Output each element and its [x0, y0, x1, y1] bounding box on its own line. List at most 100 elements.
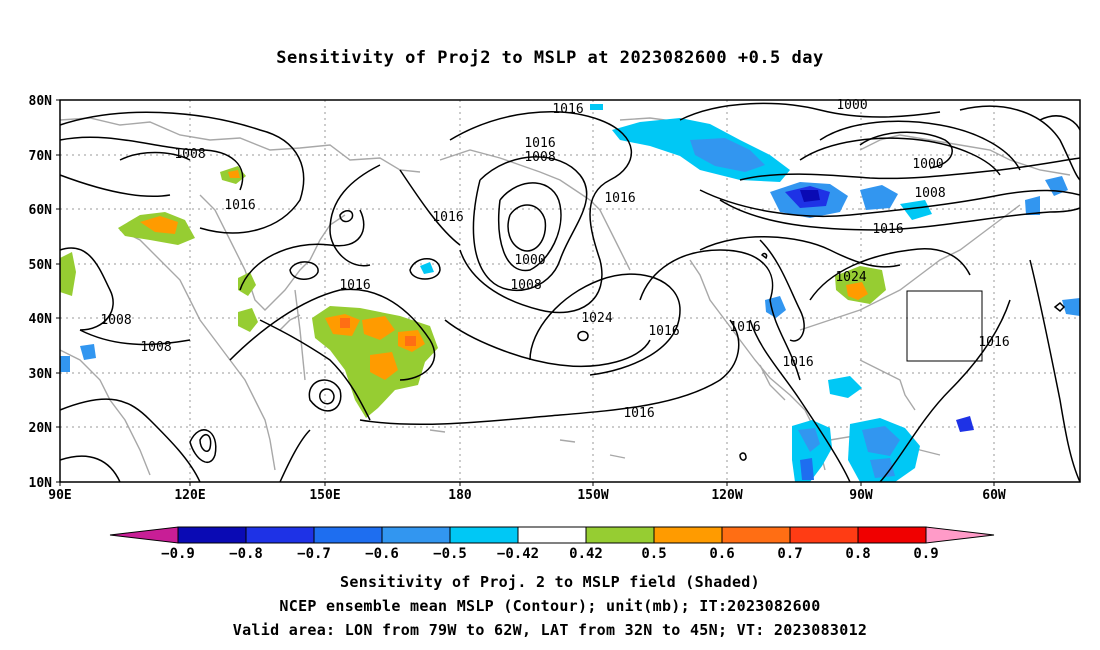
lat-label: 30N	[29, 367, 53, 382]
colorbar-label: 0.5	[641, 546, 666, 562]
lat-label: 10N	[29, 476, 53, 491]
colorbar-swatch	[449, 526, 519, 544]
negative-region	[828, 376, 862, 398]
positive-region	[60, 252, 76, 296]
contour-labels: 1016 1000 1016 1008 1008 1016 1016 1016 …	[100, 98, 1009, 421]
colorbar-label: −0.5	[433, 546, 467, 562]
contour-label: 1016	[432, 210, 463, 225]
colorbar-label: 0.42	[569, 546, 603, 562]
colorbar-swatch	[721, 526, 791, 544]
lon-label: 180	[448, 488, 472, 503]
positive-region	[238, 308, 258, 332]
contour-label: 1008	[914, 186, 945, 201]
lon-label: 90W	[849, 488, 873, 503]
contour-label: 1008	[524, 150, 555, 165]
negative-region	[800, 190, 820, 202]
contour-label: 1024	[581, 311, 612, 326]
lon-label: 150E	[309, 488, 340, 503]
negative-region	[860, 185, 898, 210]
colorbar-swatch	[585, 526, 655, 544]
negative-region	[798, 428, 820, 452]
lat-label: 70N	[29, 149, 53, 164]
positive-region	[228, 170, 240, 178]
colorbar-label: −0.7	[297, 546, 331, 562]
contour-label: 1008	[510, 278, 541, 293]
contour-label: 1000	[836, 98, 867, 113]
contour-label: 1016	[604, 191, 635, 206]
colorbar-swatch	[381, 526, 451, 544]
positive-region	[140, 216, 178, 234]
lat-label: 40N	[29, 312, 53, 327]
negative-region	[956, 416, 974, 432]
colorbar-swatch	[177, 526, 247, 544]
latitude-labels: 80N 70N 60N 50N 40N 30N 20N 10N	[29, 94, 53, 491]
positive-region	[370, 352, 398, 380]
contour-label: 1008	[100, 313, 131, 328]
caption-line-2: NCEP ensemble mean MSLP (Contour); unit(…	[279, 597, 821, 615]
negative-region	[60, 356, 70, 372]
negative-region	[870, 458, 895, 478]
colorbar: −0.9 −0.8 −0.7 −0.6 −0.5 −0.42 0.42 0.5 0.6 0.7 0.…	[109, 526, 995, 562]
positive-region	[340, 318, 350, 328]
colorbar-label: 0.7	[777, 546, 802, 562]
negative-region	[590, 104, 603, 110]
negative-region	[80, 344, 96, 360]
contour-label: 1016	[339, 278, 370, 293]
colorbar-label: −0.6	[365, 546, 399, 562]
lat-label: 80N	[29, 94, 53, 109]
contour-label: 1000	[912, 157, 943, 172]
longitude-labels: 90E 120E 150E 180 150W 120W 90W 60W	[48, 488, 1006, 503]
negative-region	[800, 458, 814, 480]
caption-line-3: Valid area: LON from 79W to 62W, LAT fro…	[232, 621, 868, 639]
map-title: Sensitivity of Proj2 to MSLP at 20230826…	[276, 48, 824, 68]
colorbar-label: −0.42	[497, 546, 539, 562]
lon-label: 90E	[48, 488, 71, 503]
lat-label: 60N	[29, 203, 53, 218]
contour-label: 1008	[174, 147, 205, 162]
negative-region	[900, 200, 932, 220]
lon-label: 120W	[711, 488, 742, 503]
negative-region	[420, 262, 434, 274]
colorbar-swatch	[653, 526, 723, 544]
grid-lines	[60, 100, 1080, 482]
positive-region	[362, 316, 395, 340]
contour-label: 1016	[872, 222, 903, 237]
colorbar-high-extend	[925, 526, 995, 544]
colorbar-swatch	[313, 526, 383, 544]
colorbar-label: 0.6	[709, 546, 734, 562]
valid-area-box	[906, 290, 983, 362]
contour-label: 1016	[729, 320, 760, 335]
contour-label: 1016	[782, 355, 813, 370]
colorbar-swatch	[245, 526, 315, 544]
contour-label: 1016	[623, 406, 654, 421]
negative-region	[862, 426, 900, 456]
negative-region	[690, 138, 765, 172]
contour-label: 1008	[140, 340, 171, 355]
lon-label: 150W	[577, 488, 608, 503]
lon-label: 60W	[982, 488, 1006, 503]
map-frame	[59, 99, 1081, 483]
colorbar-label: −0.9	[161, 546, 195, 562]
lon-label: 120E	[174, 488, 205, 503]
colorbar-label: 0.9	[913, 546, 938, 562]
lat-label: 50N	[29, 258, 53, 273]
contour-label: 1024	[835, 270, 866, 285]
contour-label: 1016	[552, 102, 583, 117]
positive-region	[238, 272, 256, 296]
negative-region	[1025, 196, 1040, 215]
colorbar-label: −0.8	[229, 546, 263, 562]
colorbar-label: 0.8	[845, 546, 870, 562]
colorbar-swatch	[517, 526, 587, 544]
contour-label: 1016	[224, 198, 255, 213]
colorbar-swatch	[789, 526, 859, 544]
contour-label: 1000	[514, 253, 545, 268]
contour-label: 1016	[978, 335, 1009, 350]
positive-region	[846, 282, 868, 300]
contour-label: 1016	[524, 136, 555, 151]
lat-label: 20N	[29, 421, 53, 436]
negative-region	[1062, 298, 1080, 316]
colorbar-swatch	[857, 526, 927, 544]
caption-line-1: Sensitivity of Proj. 2 to MSLP field (Sh…	[340, 573, 760, 591]
colorbar-low-extend	[109, 526, 179, 544]
